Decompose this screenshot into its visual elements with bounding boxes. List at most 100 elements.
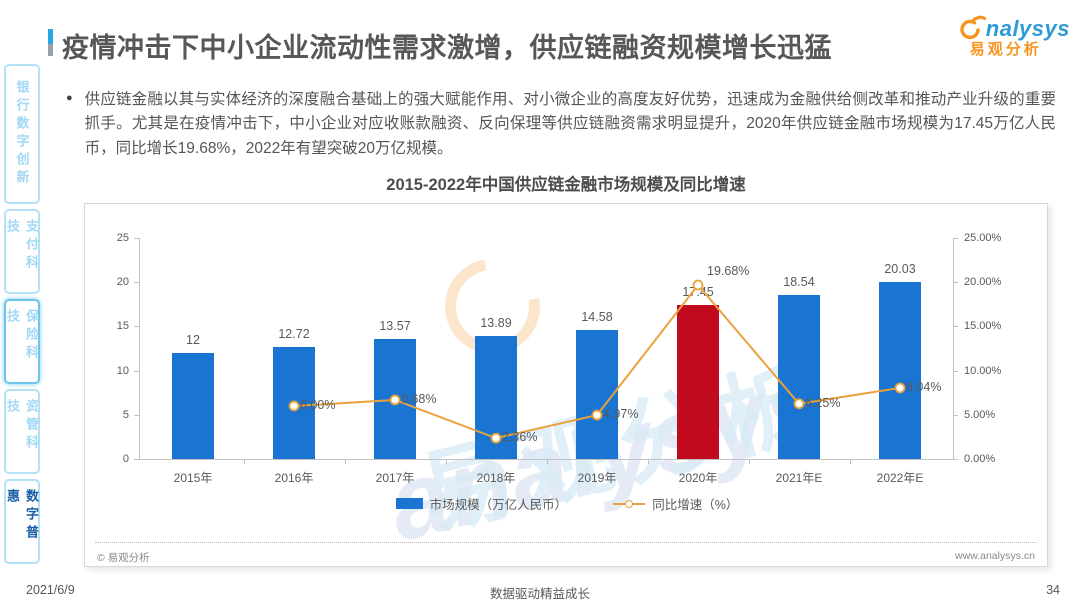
line-point-2022年E — [894, 382, 906, 394]
legend-line-label: 同比增速（%） — [652, 498, 739, 512]
x-axis-label: 2020年 — [678, 471, 718, 485]
y-tick-right — [953, 459, 958, 460]
x-tick — [243, 459, 245, 464]
sidebar-item-insurance-tech[interactable]: 保险科技 — [4, 299, 40, 384]
line-value-label: 6.25% — [805, 395, 841, 410]
y-tick-left — [134, 282, 139, 284]
line-point-2020年 — [692, 279, 704, 291]
legend-item-market-size: 市场规模（万亿人民币） — [395, 494, 568, 513]
y-axis-right-label: 0.00% — [964, 453, 996, 465]
summary-block: ● 供应链金融以其与实体经济的深度融合基础上的强大赋能作用、对小微企业的高度友好… — [66, 88, 1056, 161]
chart-website: www.analysys.cn — [955, 550, 1035, 562]
x-axis-label: 2015年 — [173, 471, 213, 485]
sidebar: 银行数字创新 支付科技 保险科技 资管科技 数字普惠 — [4, 64, 40, 564]
bar-2015年 — [172, 352, 214, 459]
y-tick-left — [134, 459, 139, 460]
page-title-block: 疫情冲击下中小企业流动性需求激增，供应链融资规模增长迅猛 — [48, 26, 832, 65]
y-axis-right — [953, 238, 954, 459]
x-axis-label: 2019年 — [577, 471, 617, 485]
x-tick — [546, 459, 548, 464]
chart-legend: 市场规模（万亿人民币） 同比增速（%） — [85, 494, 1047, 513]
analysys-logo: nalysys 易观分析 — [956, 14, 1070, 57]
y-tick-right — [953, 414, 958, 416]
x-tick — [344, 459, 346, 464]
y-tick-left — [134, 238, 139, 239]
line-value-label: 6.68% — [401, 391, 437, 406]
logo-brand-cn: 易观分析 — [969, 41, 1042, 58]
logo-brand-text: nalysys — [985, 16, 1070, 41]
x-tick — [849, 459, 851, 464]
y-axis-right-label: 10.00% — [964, 364, 1002, 377]
y-axis-left-label: 10 — [116, 364, 129, 377]
y-axis-right-label: 20.00% — [964, 276, 1002, 289]
y-axis-right-label: 15.00% — [964, 320, 1002, 333]
chart-title: 2015-2022年中国供应链金融市场规模及同比增速 — [386, 176, 746, 194]
line-value-label: 19.68% — [707, 264, 750, 279]
bar-2021年E — [778, 295, 820, 459]
line-value-label: 2.36% — [502, 430, 538, 445]
line-point-2016年 — [288, 400, 300, 412]
y-tick-right — [953, 370, 958, 372]
bar-value-label: 20.03 — [884, 261, 916, 276]
bar-value-label: 13.89 — [480, 316, 512, 331]
chart-footer-divider — [95, 542, 1037, 543]
bar-2022年E — [879, 281, 921, 459]
legend-bar-label: 市场规模（万亿人民币） — [429, 498, 568, 512]
logo-swoosh-icon — [960, 15, 986, 40]
y-axis-right-label: 5.00% — [964, 408, 996, 421]
bullet-icon: ● — [66, 92, 73, 104]
y-tick-left — [134, 326, 139, 328]
bar-value-label: 13.57 — [379, 319, 411, 334]
y-axis-left-label: 25 — [116, 232, 129, 244]
title-accent-bar — [48, 29, 53, 56]
line-value-label: 4.97% — [603, 407, 639, 422]
sidebar-item-asset-mgmt-tech[interactable]: 资管科技 — [4, 389, 40, 474]
y-axis-left-label: 20 — [116, 276, 129, 289]
x-tick — [445, 459, 447, 464]
growth-line-chart — [288, 279, 906, 444]
line-point-2018年 — [490, 432, 502, 444]
sidebar-item-banking-digital[interactable]: 银行数字创新 — [4, 64, 40, 204]
sidebar-item-digital-inclusive[interactable]: 数字普惠 — [4, 479, 40, 564]
bar-value-label: 12.72 — [278, 326, 310, 341]
sidebar-item-payment-tech[interactable]: 支付科技 — [4, 209, 40, 294]
x-axis-label: 2016年 — [274, 471, 314, 485]
x-tick — [748, 459, 750, 464]
y-tick-right — [953, 238, 958, 239]
legend-line-swatch — [613, 499, 646, 508]
y-axis-left — [139, 238, 140, 459]
y-tick-right — [953, 282, 958, 284]
bar-value-label: 12 — [186, 332, 200, 347]
x-tick — [647, 459, 649, 464]
bar-value-label: 14.58 — [581, 310, 613, 325]
y-tick-left — [134, 414, 139, 416]
legend-item-growth: 同比增速（%） — [613, 494, 738, 513]
y-axis-right-label: 25.00% — [964, 232, 1002, 244]
bar-2020年 — [677, 304, 719, 459]
page-title: 疫情冲击下中小企业流动性需求激增，供应链融资规模增长迅猛 — [62, 33, 832, 63]
chart-copyright: © 易观分析 — [97, 552, 150, 564]
chart-card: analysys 易观分析 252015105025.00%20.00%15.0… — [84, 203, 1048, 567]
x-axis-label: 2022年E — [876, 471, 924, 485]
y-axis-left-label: 5 — [122, 408, 129, 421]
footer-date: 2021/6/9 — [26, 583, 75, 597]
y-tick-right — [953, 326, 958, 328]
line-value-label: 6.00% — [300, 397, 336, 412]
x-axis-label: 2021年E — [775, 471, 823, 485]
line-point-2019年 — [591, 409, 603, 421]
line-point-2017年 — [389, 394, 401, 406]
y-axis-left-label: 0 — [122, 453, 129, 465]
x-axis-baseline — [139, 459, 953, 460]
x-axis-label: 2018年 — [476, 471, 516, 485]
legend-bar-swatch — [395, 498, 423, 509]
footer-page-number: 34 — [1046, 583, 1060, 597]
line-point-2021年E — [793, 398, 805, 410]
bar-value-label: 18.54 — [783, 275, 815, 290]
y-axis-left-label: 15 — [116, 320, 129, 333]
bar-2019年 — [576, 330, 618, 459]
y-tick-left — [134, 370, 139, 372]
footer-motto: 数据驱动精益成长 — [489, 587, 590, 601]
summary-text: 供应链金融以其与实体经济的深度融合基础上的强大赋能作用、对小微企业的高度友好优势… — [84, 91, 1056, 157]
x-axis-label: 2017年 — [375, 471, 415, 485]
